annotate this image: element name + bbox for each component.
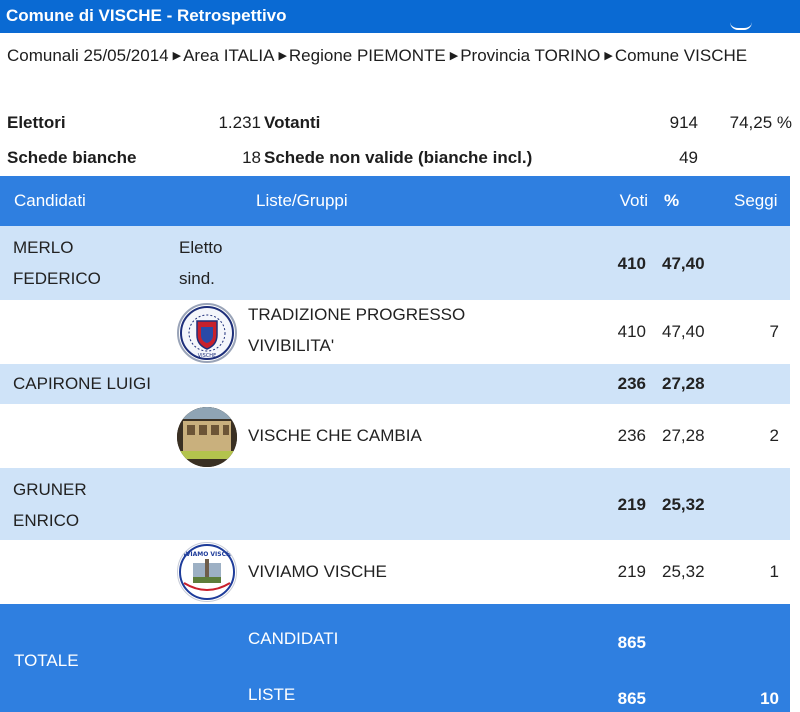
votanti-percent: 74,25 % (729, 113, 792, 132)
schede-non-valide-value: 49 (679, 148, 698, 167)
list-row: VISCHE TRADIZIONE PROGRESSO VIVIBILITA' … (0, 300, 790, 364)
candidate-percent: 47,40 (662, 254, 705, 273)
page-title: Comune di VISCHE - Retrospettivo (6, 6, 287, 25)
vische-che-cambia-logo (177, 407, 237, 467)
menu-arc-icon[interactable] (730, 22, 752, 30)
total-seats: 10 (760, 689, 779, 708)
logo-text: VISCHE (198, 353, 216, 359)
list-seats: 1 (769, 562, 779, 581)
list-votes: 410 (617, 322, 646, 341)
list-name: VISCHE CHE CAMBIA (248, 426, 422, 445)
total-liste-votes: 865 (617, 689, 646, 708)
candidate-row: MERLO FEDERICO Eletto sind. 410 47,40 (0, 226, 790, 300)
list-name: VIVIAMO VISCHE (248, 562, 387, 581)
total-label: TOTALE (14, 651, 79, 670)
list-seats: 2 (769, 426, 779, 445)
schede-bianche-label: Schede bianche (7, 148, 137, 167)
triangle-right-icon: ▶ (278, 50, 287, 62)
candidate-votes: 410 (617, 254, 646, 273)
triangle-right-icon: ▶ (172, 50, 182, 62)
elettori-value: 1.231 (218, 113, 261, 132)
col-header-candidati: Candidati (14, 191, 86, 210)
app-header: Comune di VISCHE - Retrospettivo (0, 0, 800, 33)
breadcrumb: Comunali 25/05/2014 ▶ Area ITALIA ▶ Regione … (7, 40, 793, 72)
candidate-percent: 27,28 (662, 374, 705, 393)
triangle-right-icon: ▶ (604, 50, 613, 62)
total-row: TOTALE CANDIDATI 865 LISTE 865 10 (0, 604, 790, 712)
votanti-value: 914 (669, 113, 698, 132)
candidate-name: MERLO FEDERICO (13, 238, 101, 288)
col-header-voti: Voti (619, 191, 648, 210)
candidate-votes: 219 (617, 495, 646, 514)
total-candidati-votes: 865 (617, 633, 646, 652)
viviamo-vische-logo: VIVIAMO VISCHE (177, 542, 237, 602)
list-percent: 25,32 (662, 562, 705, 581)
col-header-seggi: Seggi (734, 191, 778, 210)
candidate-name: GRUNER ENRICO (13, 480, 87, 530)
col-header-percent: % (664, 191, 680, 210)
total-candidati-label: CANDIDATI (248, 629, 339, 648)
total-liste-label: LISTE (248, 685, 296, 704)
list-name: TRADIZIONE PROGRESSO VIVIBILITA' (248, 305, 466, 355)
candidate-name: CAPIRONE LUIGI (13, 374, 151, 393)
schede-bianche-value: 18 (242, 148, 261, 167)
list-votes: 219 (617, 562, 646, 581)
candidate-percent: 25,32 (662, 495, 705, 514)
candidate-row: GRUNER ENRICO 219 25,32 (0, 468, 790, 540)
list-row: VISCHE CHE CAMBIA 236 27,28 2 (0, 404, 790, 468)
breadcrumb-item-comunali[interactable]: Comunali 25/05/2014 (7, 46, 169, 65)
schede-non-valide-label: Schede non valide (bianche incl.) (264, 148, 533, 167)
breadcrumb-item-area[interactable]: Area ITALIA (183, 46, 275, 65)
logo-text: VIVIAMO VISCHE (179, 551, 235, 558)
votanti-label: Votanti (264, 113, 321, 132)
triangle-right-icon: ▶ (449, 50, 459, 62)
breadcrumb-item-provincia[interactable]: Provincia TORINO (460, 46, 601, 65)
elected-note: Eletto sind. (179, 238, 223, 288)
col-header-liste: Liste/Gruppi (256, 191, 348, 210)
breadcrumb-item-comune[interactable]: Comune VISCHE (614, 46, 748, 65)
list-percent: 47,40 (662, 322, 705, 341)
tradizione-progresso-logo: VISCHE (177, 303, 237, 363)
list-seats: 7 (769, 322, 779, 341)
elettori-label: Elettori (7, 113, 66, 132)
breadcrumb-item-regione[interactable]: Regione PIEMONTE (288, 46, 446, 65)
list-row: VIVIAMO VISCHE VIVIAMO VISCHE 219 25,32 … (0, 540, 790, 604)
table-header-row: Candidati Liste/Gruppi Voti % Seggi (0, 176, 790, 226)
candidate-row: CAPIRONE LUIGI 236 27,28 (0, 364, 790, 404)
list-votes: 236 (617, 426, 646, 445)
list-percent: 27,28 (662, 426, 705, 445)
candidate-votes: 236 (617, 374, 646, 393)
